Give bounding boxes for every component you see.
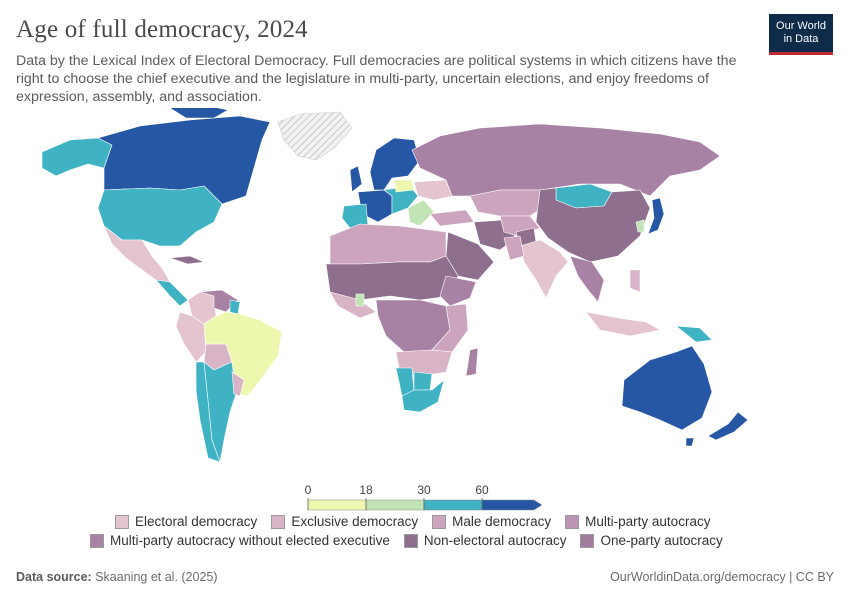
legend-label: Multi-party autocracy xyxy=(585,514,711,529)
legend-tick-3: 60 xyxy=(475,483,489,497)
region-north-africa[interactable] xyxy=(329,223,447,265)
category-legend-row-2: Multi-party autocracy without elected ex… xyxy=(90,533,737,548)
region-uk[interactable] xyxy=(349,165,363,193)
legend-arrow xyxy=(534,500,542,510)
legend-label: Exclusive democracy xyxy=(291,514,419,529)
world-map[interactable] xyxy=(0,108,850,478)
category-legend-row2-item-2[interactable]: One-party autocracy xyxy=(580,533,723,548)
region-poland[interactable] xyxy=(393,179,415,193)
legend-swatch xyxy=(115,514,129,529)
region-tasmania[interactable] xyxy=(685,437,695,447)
region-south-africa[interactable] xyxy=(401,379,445,413)
region-balkans[interactable] xyxy=(407,199,435,227)
region-cuba[interactable] xyxy=(169,255,205,265)
legend-swatch xyxy=(271,514,286,529)
region-guyana[interactable] xyxy=(229,299,241,315)
region-southeast-asia[interactable] xyxy=(569,255,605,303)
region-west-africa[interactable] xyxy=(329,291,377,319)
region-central-america[interactable] xyxy=(155,279,189,307)
region-kazakhstan[interactable] xyxy=(469,189,549,217)
category-legend-row1-item-1[interactable]: Exclusive democracy xyxy=(271,514,418,529)
data-source-text[interactable]: Skaaning et al. (2025) xyxy=(95,570,218,584)
legend-bin-0[interactable] xyxy=(307,499,367,511)
legend-label: Multi-party autocracy without elected ex… xyxy=(110,533,390,548)
legend-bin-3[interactable] xyxy=(481,499,535,511)
data-source-label: Data source: xyxy=(16,570,92,584)
region-peru[interactable] xyxy=(175,311,207,363)
legend-label: One-party autocracy xyxy=(600,533,723,548)
footer-url[interactable]: OurWorldinData.org/democracy | CC BY xyxy=(610,570,834,584)
region-japan[interactable] xyxy=(647,197,665,235)
region-ghana[interactable] xyxy=(355,293,365,307)
legend-swatch xyxy=(403,533,418,548)
legend-bin-1[interactable] xyxy=(365,499,425,511)
legend-swatch xyxy=(565,514,580,529)
region-madagascar[interactable] xyxy=(465,347,479,377)
region-greenland[interactable] xyxy=(277,111,353,161)
owid-logo[interactable]: Our World in Data xyxy=(769,14,833,55)
region-brazil[interactable] xyxy=(203,311,283,397)
legend-swatch xyxy=(432,514,447,529)
category-legend-row1-item-0[interactable]: Electoral democracy xyxy=(115,514,257,529)
region-australia[interactable] xyxy=(621,345,713,431)
category-legend-row1-item-2[interactable]: Male democracy xyxy=(432,514,551,529)
legend-tick-0: 0 xyxy=(305,483,312,497)
region-india[interactable] xyxy=(519,239,569,299)
data-source: Data source: Skaaning et al. (2025) xyxy=(16,570,218,584)
legend-label: Male democracy xyxy=(452,514,552,529)
region-new-zealand[interactable] xyxy=(707,411,749,441)
legend-swatch xyxy=(90,533,104,548)
legend-tick-1: 18 xyxy=(359,483,373,497)
region-ukraine[interactable] xyxy=(413,179,453,201)
region-indonesia[interactable] xyxy=(585,311,661,337)
chart-title: Age of full democracy, 2024 xyxy=(16,16,308,43)
region-alaska[interactable] xyxy=(41,137,113,177)
region-china[interactable] xyxy=(535,187,651,263)
legend-bin-2[interactable] xyxy=(423,499,483,511)
category-legend-row-1: Electoral democracy Exclusive democracy Ma… xyxy=(115,514,724,529)
region-turkey[interactable] xyxy=(429,209,475,227)
region-canada-islands[interactable] xyxy=(169,108,229,119)
region-argentina[interactable] xyxy=(203,361,237,463)
region-canada[interactable] xyxy=(97,115,271,205)
numeric-legend: 0 18 30 60 xyxy=(305,483,542,511)
region-philippines[interactable] xyxy=(629,269,641,293)
logo-line-1: Our World xyxy=(776,20,826,32)
category-legend-row2-item-0[interactable]: Multi-party autocracy without elected ex… xyxy=(90,533,390,548)
region-paraguay-uruguay[interactable] xyxy=(231,371,245,397)
legend-swatch xyxy=(580,533,595,548)
region-south-korea[interactable] xyxy=(635,219,645,233)
region-papua-new-guinea[interactable] xyxy=(675,325,713,343)
category-legend-row2-item-1[interactable]: Non-electoral autocracy xyxy=(403,533,567,548)
legend-label: Electoral democracy xyxy=(135,514,258,529)
legend-tick-2: 30 xyxy=(417,483,431,497)
region-scandinavia[interactable] xyxy=(369,137,421,191)
region-botswana[interactable] xyxy=(413,371,433,391)
logo-line-2: in Data xyxy=(783,33,819,45)
region-pakistan[interactable] xyxy=(503,235,525,261)
chart-subtitle: Data by the Lexical Index of Electoral D… xyxy=(16,53,737,105)
region-russia[interactable] xyxy=(411,123,721,197)
legend-label: Non-electoral autocracy xyxy=(423,533,567,548)
category-legend-row1-item-3[interactable]: Multi-party autocracy xyxy=(565,514,710,529)
region-horn-of-africa[interactable] xyxy=(439,275,477,307)
